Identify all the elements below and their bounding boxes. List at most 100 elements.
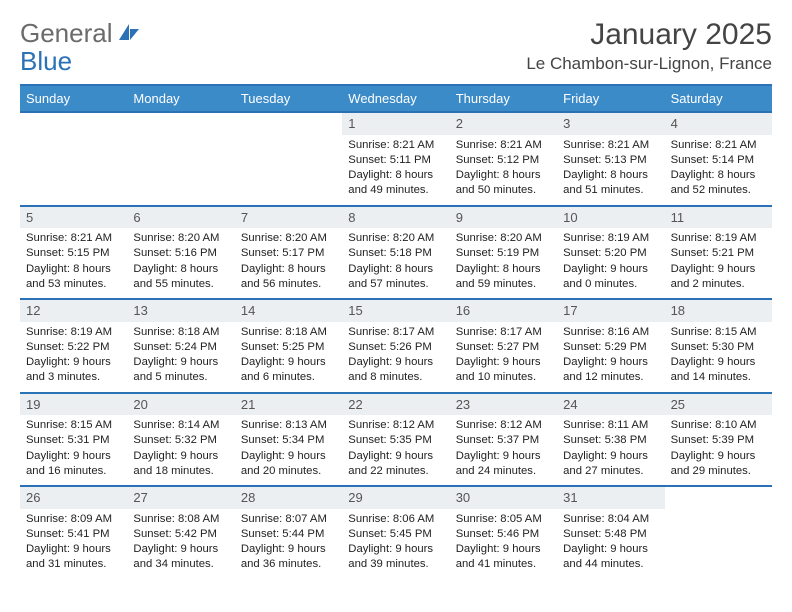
- sunset-line: Sunset: 5:27 PM: [456, 340, 551, 355]
- sunset-line: Sunset: 5:42 PM: [133, 527, 228, 542]
- daylight-line: Daylight: 9 hours and 34 minutes.: [133, 542, 228, 573]
- day-cell: 29 Sunrise: 8:06 AMSunset: 5:45 PMDayligh…: [342, 487, 449, 579]
- daylight-line: Daylight: 9 hours and 36 minutes.: [241, 542, 336, 573]
- sunset-line: Sunset: 5:19 PM: [456, 246, 551, 261]
- sunset-line: Sunset: 5:41 PM: [26, 527, 121, 542]
- day-cell: 31Sunrise: 8:04 AMSunset: 5:48 PMDayligh…: [557, 487, 664, 579]
- sunrise-line: Sunrise: 8:21 AM: [671, 138, 766, 153]
- sunrise-line: Sunrise: 8:19 AM: [563, 231, 658, 246]
- daylight-line: Daylight: 8 hours and 53 minutes.: [26, 262, 121, 293]
- daylight-line: Daylight: 9 hours and 27 minutes.: [563, 449, 658, 480]
- day-number: 25: [665, 394, 772, 416]
- sunset-line: Sunset: 5:16 PM: [133, 246, 228, 261]
- day-number: 4: [665, 113, 772, 135]
- day-number: 16: [450, 300, 557, 322]
- day-cell: 13Sunrise: 8:18 AMSunset: 5:24 PMDayligh…: [127, 300, 234, 392]
- sunset-line: Sunset: 5:29 PM: [563, 340, 658, 355]
- sunrise-line: Sunrise: 8:21 AM: [563, 138, 658, 153]
- daylight-line: Daylight: 9 hours and 6 minutes.: [241, 355, 336, 386]
- day-cell: .: [235, 113, 342, 205]
- day-cell: 6Sunrise: 8:20 AMSunset: 5:16 PMDaylight…: [127, 207, 234, 299]
- sunset-line: Sunset: 5:44 PM: [241, 527, 336, 542]
- daylight-line: Daylight: 9 hours and 39 minutes.: [348, 542, 443, 573]
- sunrise-line: Sunrise: 8:16 AM: [563, 325, 658, 340]
- day-number: 17: [557, 300, 664, 322]
- day-number: 29: [342, 487, 449, 509]
- day-cell: .: [127, 113, 234, 205]
- weekday-header: Tuesday: [235, 86, 342, 111]
- week-row: 5Sunrise: 8:21 AMSunset: 5:15 PMDaylight…: [20, 205, 772, 299]
- sunrise-line: Sunrise: 8:05 AM: [456, 512, 551, 527]
- sunrise-line: Sunrise: 8:20 AM: [133, 231, 228, 246]
- sunset-line: Sunset: 5:11 PM: [348, 153, 443, 168]
- sunset-line: Sunset: 5:22 PM: [26, 340, 121, 355]
- day-number: 22: [342, 394, 449, 416]
- sunset-line: Sunset: 5:18 PM: [348, 246, 443, 261]
- sunset-line: Sunset: 5:45 PM: [348, 527, 443, 542]
- sunset-line: Sunset: 5:37 PM: [456, 433, 551, 448]
- day-number: 30: [450, 487, 557, 509]
- day-cell: 11Sunrise: 8:19 AMSunset: 5:21 PMDayligh…: [665, 207, 772, 299]
- daylight-line: Daylight: 9 hours and 20 minutes.: [241, 449, 336, 480]
- location-label: Le Chambon-sur-Lignon, France: [526, 54, 772, 74]
- day-cell: 3Sunrise: 8:21 AMSunset: 5:13 PMDaylight…: [557, 113, 664, 205]
- sunset-line: Sunset: 5:12 PM: [456, 153, 551, 168]
- daylight-line: Daylight: 8 hours and 51 minutes.: [563, 168, 658, 199]
- sunset-line: Sunset: 5:25 PM: [241, 340, 336, 355]
- week-row: 12Sunrise: 8:19 AMSunset: 5:22 PMDayligh…: [20, 298, 772, 392]
- weekday-header: Wednesday: [342, 86, 449, 111]
- sunrise-line: Sunrise: 8:20 AM: [348, 231, 443, 246]
- day-cell: 25Sunrise: 8:10 AMSunset: 5:39 PMDayligh…: [665, 394, 772, 486]
- daylight-line: Daylight: 9 hours and 12 minutes.: [563, 355, 658, 386]
- day-cell: .: [20, 113, 127, 205]
- day-cell: 18Sunrise: 8:15 AMSunset: 5:30 PMDayligh…: [665, 300, 772, 392]
- sunrise-line: Sunrise: 8:21 AM: [456, 138, 551, 153]
- day-cell: 19Sunrise: 8:15 AMSunset: 5:31 PMDayligh…: [20, 394, 127, 486]
- sunset-line: Sunset: 5:15 PM: [26, 246, 121, 261]
- sunset-line: Sunset: 5:31 PM: [26, 433, 121, 448]
- day-number: 26: [20, 487, 127, 509]
- daylight-line: Daylight: 9 hours and 31 minutes.: [26, 542, 121, 573]
- sunset-line: Sunset: 5:32 PM: [133, 433, 228, 448]
- daylight-line: Daylight: 8 hours and 57 minutes.: [348, 262, 443, 293]
- day-cell: 21Sunrise: 8:13 AMSunset: 5:34 PMDayligh…: [235, 394, 342, 486]
- sunrise-line: Sunrise: 8:10 AM: [671, 418, 766, 433]
- day-number: 23: [450, 394, 557, 416]
- sunrise-line: Sunrise: 8:20 AM: [456, 231, 551, 246]
- day-cell: 17 Sunrise: 8:16 AMSunset: 5:29 PMDayligh…: [557, 300, 664, 392]
- daylight-line: Daylight: 8 hours and 56 minutes.: [241, 262, 336, 293]
- sunrise-line: Sunrise: 8:19 AM: [671, 231, 766, 246]
- sunrise-line: Sunrise: 8:18 AM: [241, 325, 336, 340]
- day-cell: 22Sunrise: 8:12 AMSunset: 5:35 PMDayligh…: [342, 394, 449, 486]
- day-number: 10: [557, 207, 664, 229]
- weeks-container: ...1Sunrise: 8:21 AMSunset: 5:11 PMDayli…: [20, 111, 772, 579]
- daylight-line: Daylight: 9 hours and 22 minutes.: [348, 449, 443, 480]
- day-cell: 14 Sunrise: 8:18 AMSunset: 5:25 PMDayligh…: [235, 300, 342, 392]
- sunset-line: Sunset: 5:14 PM: [671, 153, 766, 168]
- day-cell: 26Sunrise: 8:09 AMSunset: 5:41 PMDayligh…: [20, 487, 127, 579]
- day-number: 24: [557, 394, 664, 416]
- day-cell: 5Sunrise: 8:21 AMSunset: 5:15 PMDaylight…: [20, 207, 127, 299]
- weekday-header: Friday: [557, 86, 664, 111]
- page-header: General January 2025 Le Chambon-sur-Lign…: [20, 18, 772, 74]
- sunset-line: Sunset: 5:26 PM: [348, 340, 443, 355]
- week-row: 26Sunrise: 8:09 AMSunset: 5:41 PMDayligh…: [20, 485, 772, 579]
- sunrise-line: Sunrise: 8:12 AM: [456, 418, 551, 433]
- day-number: 19: [20, 394, 127, 416]
- sunset-line: Sunset: 5:13 PM: [563, 153, 658, 168]
- logo: General: [20, 18, 143, 49]
- sunrise-line: Sunrise: 8:15 AM: [671, 325, 766, 340]
- sunset-line: Sunset: 5:38 PM: [563, 433, 658, 448]
- day-number: 13: [127, 300, 234, 322]
- sunrise-line: Sunrise: 8:08 AM: [133, 512, 228, 527]
- day-number: 18: [665, 300, 772, 322]
- day-cell: 4Sunrise: 8:21 AMSunset: 5:14 PMDaylight…: [665, 113, 772, 205]
- daylight-line: Daylight: 9 hours and 2 minutes.: [671, 262, 766, 293]
- sunrise-line: Sunrise: 8:06 AM: [348, 512, 443, 527]
- day-cell: 27Sunrise: 8:08 AMSunset: 5:42 PMDayligh…: [127, 487, 234, 579]
- daylight-line: Daylight: 9 hours and 10 minutes.: [456, 355, 551, 386]
- day-number: 9: [450, 207, 557, 229]
- day-number: 5: [20, 207, 127, 229]
- day-number: 14: [235, 300, 342, 322]
- day-cell: 7Sunrise: 8:20 AMSunset: 5:17 PMDaylight…: [235, 207, 342, 299]
